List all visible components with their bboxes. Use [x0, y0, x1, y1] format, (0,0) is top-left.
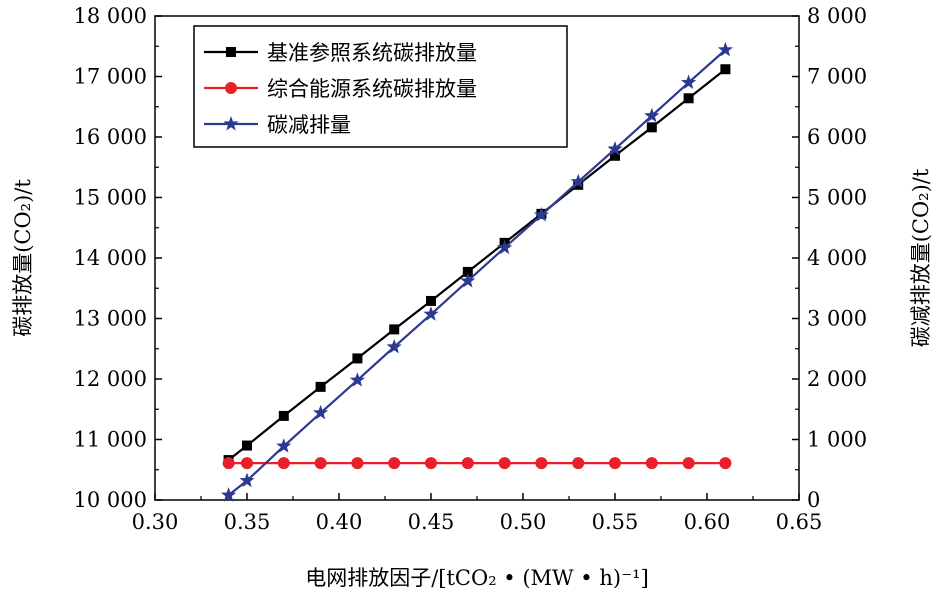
data-point	[462, 266, 473, 277]
legend-item: 基准参照系统碳排放量	[204, 41, 477, 65]
data-point	[461, 457, 474, 470]
data-point	[720, 64, 731, 75]
data-point	[312, 404, 329, 420]
data-point	[535, 457, 548, 470]
data-point	[278, 410, 289, 421]
x-axis-title: 电网排放因子/[tCO₂ • (MW • h)⁻¹]	[305, 566, 649, 590]
data-point	[276, 438, 292, 453]
x-tick-label: 0.55	[592, 510, 639, 534]
y-axis-title-left: 碳排放量(CO₂)/t	[11, 179, 35, 337]
legend-box	[193, 25, 568, 148]
y-axis-title-right: 碳减排放量(CO₂)/t	[909, 168, 933, 347]
data-point	[220, 487, 237, 502]
legend-item: 综合能源系统碳排放量	[204, 77, 477, 101]
legend-marker	[226, 47, 236, 57]
legend-marker	[225, 82, 237, 94]
data-point	[609, 457, 621, 470]
data-point	[644, 107, 660, 123]
series-layer	[220, 41, 734, 502]
x-tick-label: 0.35	[224, 510, 271, 534]
data-point	[680, 74, 697, 90]
data-point	[460, 272, 476, 288]
y-right-tick-label: 3 000	[807, 307, 867, 331]
data-point	[389, 324, 400, 335]
x-tick-label: 0.60	[684, 510, 731, 534]
right-y-axis: 0 1 000 2 000 3 000 4 000 5 000 6 000 7 000 8 00…	[792, 4, 867, 512]
y-left-tick-label: 14 000	[74, 246, 147, 270]
legend-item: 碳减排量	[204, 113, 351, 137]
y-right-tick-label: 7 000	[807, 65, 867, 89]
data-point	[241, 457, 253, 470]
y-left-tick-label: 13 000	[74, 307, 147, 331]
data-point	[607, 141, 623, 156]
data-point	[423, 306, 439, 321]
y-right-tick-label: 2 000	[807, 367, 867, 391]
data-point	[498, 457, 511, 470]
data-point	[533, 207, 550, 222]
data-point	[315, 381, 326, 392]
y-right-tick-label: 4 000	[807, 246, 867, 270]
y-right-tick-label: 6 000	[807, 125, 867, 149]
series-3	[220, 41, 734, 502]
y-left-tick-label: 12 000	[74, 367, 147, 391]
data-point	[425, 457, 437, 470]
data-point	[242, 440, 252, 451]
legend-label: 基准参照系统碳排放量	[267, 41, 477, 65]
y-right-tick-label: 5 000	[807, 186, 867, 210]
data-point	[572, 457, 585, 470]
y-right-tick-label: 1 000	[807, 428, 867, 452]
y-left-tick-label: 10 000	[74, 488, 147, 512]
data-point	[682, 457, 695, 470]
data-point	[351, 457, 364, 470]
x-axis: 0.30 0.35 0.40 0.45 0.50 0.55 0.60 0.65	[132, 493, 823, 534]
data-point	[349, 372, 366, 387]
y-right-tick-label: 8 000	[807, 4, 867, 28]
data-point	[610, 150, 620, 161]
data-point	[386, 338, 402, 354]
left-y-axis: 10 000 11 000 12 000 13 000 14 000 15 000 16 0…	[74, 4, 162, 512]
x-tick-label: 0.65	[776, 510, 823, 534]
legend-marker	[223, 116, 239, 131]
x-tick-label: 0.50	[500, 510, 547, 534]
y-left-tick-label: 18 000	[74, 4, 147, 28]
data-point	[719, 457, 732, 470]
y-left-tick-label: 17 000	[74, 65, 147, 89]
y-left-tick-label: 16 000	[74, 125, 147, 149]
data-point	[496, 239, 513, 255]
data-point	[277, 457, 290, 470]
data-point	[426, 295, 436, 306]
data-point	[314, 457, 327, 470]
data-point	[352, 353, 363, 364]
x-tick-label: 0.30	[132, 510, 179, 534]
data-point	[717, 41, 734, 57]
data-point	[683, 93, 694, 104]
y-right-tick-label: 0	[807, 488, 820, 512]
series-2	[222, 457, 732, 470]
y-left-tick-label: 11 000	[74, 428, 147, 452]
data-point	[239, 472, 255, 488]
x-tick-label: 0.45	[408, 510, 455, 534]
data-point	[570, 173, 586, 189]
data-point	[222, 457, 235, 470]
data-point	[388, 457, 401, 470]
legend-label: 碳减排量	[267, 113, 351, 137]
data-point	[645, 457, 658, 470]
x-tick-label: 0.40	[316, 510, 363, 534]
y-left-tick-label: 15 000	[74, 186, 147, 210]
legend-label: 综合能源系统碳排放量	[267, 77, 477, 101]
data-point	[646, 122, 657, 133]
